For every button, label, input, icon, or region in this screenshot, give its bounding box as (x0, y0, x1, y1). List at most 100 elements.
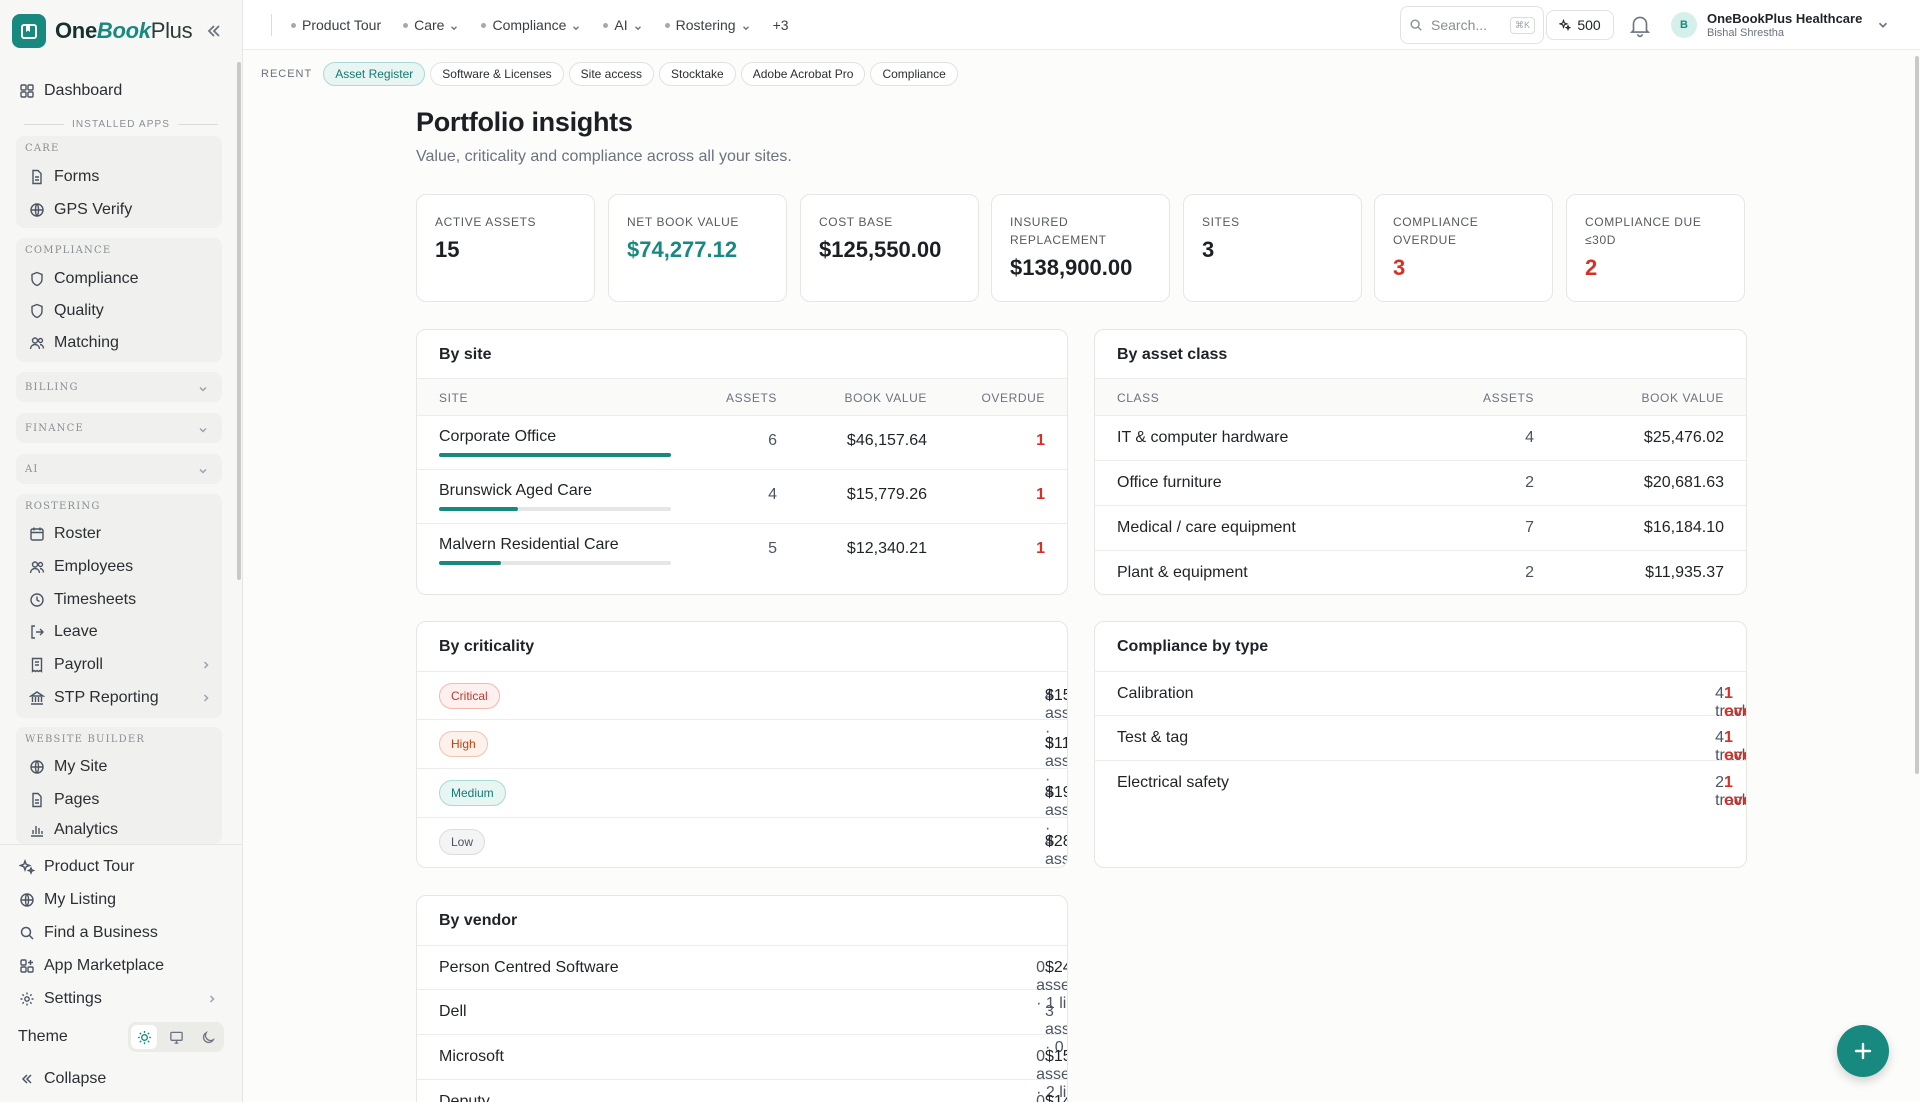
criticality-row[interactable]: High 3 assets · $11,770.38 (417, 720, 1067, 769)
sidebar-item-roster[interactable]: Roster (28, 519, 218, 549)
vendor-row[interactable]: Dell 3 assets · 0 lic. (417, 990, 1067, 1035)
brand[interactable]: OneBookPlus (12, 14, 192, 48)
theme-switcher-row: Theme (18, 1022, 224, 1052)
kpi-active-assets: ACTIVE ASSETS 15 (416, 194, 595, 302)
topnav-more[interactable]: +3 (773, 17, 789, 33)
compliance-type: Electrical safety (1117, 774, 1229, 792)
moon-icon[interactable] (195, 1025, 221, 1049)
bell-icon[interactable] (1627, 12, 1653, 38)
topnav-compliance[interactable]: Compliance (481, 17, 581, 33)
sparkles-icon (18, 858, 36, 876)
users-icon (28, 558, 46, 576)
compliance-row[interactable]: Calibration 4 tracked 1 overdue (1095, 671, 1746, 716)
recent-chip-software-licenses[interactable]: Software & Licenses (430, 62, 563, 86)
ai-group[interactable] (16, 454, 222, 484)
table-header: CLASS ASSETS BOOK VALUE (1095, 378, 1746, 416)
search-shortcut: ⌘K (1510, 17, 1535, 34)
topnav-care[interactable]: Care (403, 17, 459, 33)
card-title: Compliance by type (1117, 638, 1268, 656)
sidebar-item-find-a-business[interactable]: Find a Business (18, 918, 218, 948)
site-assets: 6 (768, 432, 777, 450)
sidebar-item-matching[interactable]: Matching (28, 328, 218, 358)
search-icon (1409, 18, 1423, 32)
org-name: OneBookPlus Healthcare (1707, 11, 1862, 26)
sidebar-item-forms[interactable]: Forms (28, 162, 218, 192)
table-row[interactable]: Brunswick Aged Care 4 $15,779.26 1 (417, 470, 1067, 524)
document-icon (28, 791, 46, 809)
top-bar: Product Tour Care Compliance AI Rosterin… (243, 0, 1920, 50)
column-header: ASSETS (1483, 391, 1534, 405)
sidebar-item-gps-verify[interactable]: GPS Verify (28, 195, 218, 225)
bar-chart-icon (28, 821, 46, 839)
column-header: BOOK VALUE (845, 391, 927, 405)
sidebar-item-product-tour[interactable]: Product Tour (18, 852, 218, 882)
sidebar-item-compliance[interactable]: Compliance (28, 264, 218, 294)
card-title: By site (439, 346, 491, 364)
table-row[interactable]: Malvern Residential Care 5 $12,340.21 1 (417, 524, 1067, 578)
recent-chip-stocktake[interactable]: Stocktake (659, 62, 736, 86)
compliance-row[interactable]: Test & tag 4 tracked 1 overdue (1095, 716, 1746, 761)
recent-chip-compliance[interactable]: Compliance (870, 62, 957, 86)
sidebar-item-app-marketplace[interactable]: App Marketplace (18, 951, 218, 981)
sidebar-item-payroll[interactable]: Payroll (28, 650, 218, 680)
criticality-row[interactable]: Low 4 assets · $28,094.91 (417, 818, 1067, 867)
table-row[interactable]: Plant & equipment 2 $11,935.37 (1095, 551, 1746, 595)
criticality-row[interactable]: Medium 4 assets · $19,407.73 (417, 769, 1067, 818)
column-header: BOOK VALUE (1642, 391, 1724, 405)
class-book-value: $11,935.37 (1645, 564, 1724, 582)
sidebar-item-leave[interactable]: Leave (28, 617, 218, 647)
collapse-sidebar-icon[interactable] (202, 20, 224, 42)
sidebar-scrollbar[interactable] (237, 62, 241, 580)
sidebar-item-timesheets[interactable]: Timesheets (28, 585, 218, 615)
table-row[interactable]: Corporate Office 6 $46,157.64 1 (417, 416, 1067, 470)
compliance-type: Calibration (1117, 685, 1193, 703)
card-title: By asset class (1117, 346, 1227, 364)
table-row[interactable]: Medical / care equipment 7 $16,184.10 (1095, 506, 1746, 551)
collapse-button[interactable]: Collapse (18, 1064, 218, 1094)
sidebar-item-dashboard[interactable]: Dashboard (18, 76, 218, 106)
sun-icon[interactable] (131, 1025, 157, 1049)
topnav-rostering[interactable]: Rostering (665, 17, 751, 33)
group-label-care: CARE (25, 143, 60, 154)
topnav-ai[interactable]: AI (603, 17, 642, 33)
sidebar-item-employees[interactable]: Employees (28, 552, 218, 582)
user-menu[interactable]: B OneBookPlus Healthcare Bishal Shrestha (1671, 8, 1890, 42)
topnav-product-tour[interactable]: Product Tour (291, 17, 381, 33)
criticality-badge-critical: Critical (439, 683, 500, 709)
add-button[interactable] (1837, 1025, 1889, 1077)
table-row[interactable]: Office furniture 2 $20,681.63 (1095, 461, 1746, 506)
search-placeholder: Search... (1431, 17, 1487, 33)
compliance-row[interactable]: Electrical safety 2 tracked 1 overdue (1095, 761, 1746, 806)
main-content: RECENT Asset Register Software & License… (243, 50, 1920, 1102)
sidebar-item-pages[interactable]: Pages (28, 785, 218, 815)
credits-button[interactable]: 500 (1546, 10, 1614, 40)
main-scrollbar[interactable] (1915, 56, 1919, 774)
sidebar-item-stp-reporting[interactable]: STP Reporting (28, 683, 218, 713)
credits-count: 500 (1577, 17, 1600, 33)
sidebar-item-quality[interactable]: Quality (28, 296, 218, 326)
criticality-row[interactable]: Critical 4 assets · $15,004.10 (417, 671, 1067, 720)
vendor-row[interactable]: Person Centred Software 0 assets · 1 lic… (417, 945, 1067, 990)
theme-label: Theme (18, 1028, 68, 1046)
sidebar-item-label: Timesheets (54, 591, 136, 609)
vendor-name: Deputy (439, 1093, 490, 1102)
vendor-row[interactable]: Microsoft 0 assets · 2 lic. $15,840.00/y… (417, 1035, 1067, 1080)
monitor-icon[interactable] (163, 1025, 189, 1049)
site-overdue: 1 (1036, 540, 1045, 558)
vendor-row[interactable]: Deputy 0 assets · 1 lic. $14,400.00/yr (417, 1080, 1067, 1102)
kpi-value: 2 (1585, 255, 1597, 281)
sidebar-item-settings[interactable]: Settings (18, 984, 224, 1014)
sidebar-item-my-listing[interactable]: My Listing (18, 885, 218, 915)
recent-chip-asset-register[interactable]: Asset Register (323, 62, 425, 86)
kpi-value: 3 (1393, 255, 1405, 281)
recent-chip-site-access[interactable]: Site access (569, 62, 654, 86)
column-header: CLASS (1117, 391, 1159, 405)
sidebar-item-my-site[interactable]: My Site (28, 752, 218, 782)
search-input[interactable]: Search... ⌘K (1400, 6, 1544, 44)
sidebar-item-label: Analytics (54, 821, 118, 839)
recent-chip-adobe-acrobat-pro[interactable]: Adobe Acrobat Pro (741, 62, 866, 86)
chevron-down-icon (197, 464, 209, 476)
sidebar-item-analytics[interactable]: Analytics (28, 817, 218, 843)
site-share-bar (439, 507, 671, 511)
table-row[interactable]: IT & computer hardware 4 $25,476.02 (1095, 416, 1746, 461)
